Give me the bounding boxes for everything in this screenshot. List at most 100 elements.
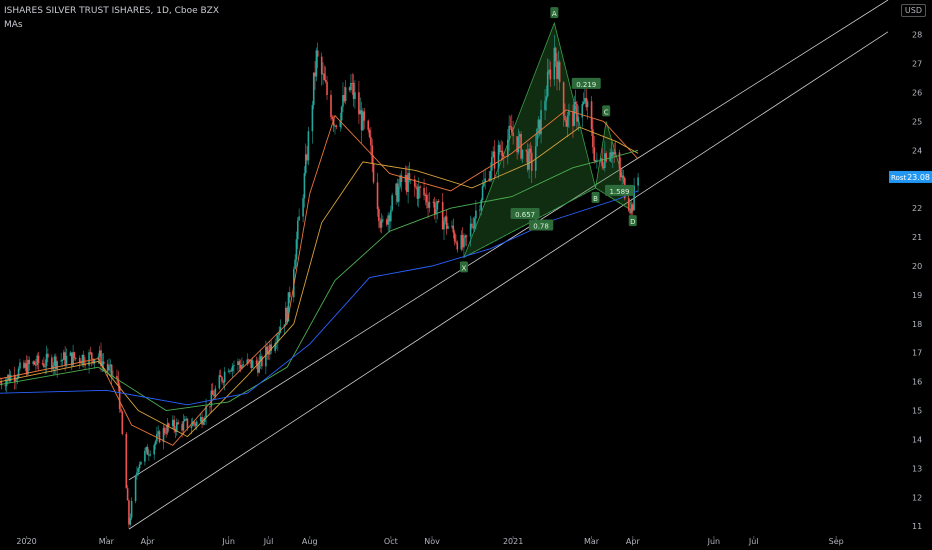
candle-body [186, 418, 189, 429]
candle-body [5, 379, 8, 386]
candle-body [473, 218, 476, 229]
candle-body [304, 154, 307, 174]
candle-body [324, 79, 327, 82]
candle-body [348, 87, 351, 91]
candle-body [343, 95, 346, 102]
pattern-point-label: A [552, 10, 557, 18]
candle-body [501, 150, 504, 156]
candle-body [241, 364, 243, 369]
candle-body [295, 239, 298, 260]
pattern-ratio-badge [604, 184, 634, 196]
candle-body [548, 69, 550, 72]
candle-body [461, 234, 464, 248]
candle-body [419, 186, 421, 188]
candle-body [193, 421, 195, 424]
candle-body [417, 186, 420, 199]
candle-body [154, 441, 157, 446]
candle-body [238, 361, 241, 365]
candle-body [109, 364, 112, 367]
candle-body [213, 394, 215, 397]
candle-body [92, 358, 94, 364]
candle-body [209, 406, 211, 408]
candle-body [117, 378, 120, 386]
candle-body [386, 219, 388, 225]
candle-body [60, 360, 62, 362]
candle-body [27, 359, 29, 375]
candle-body [558, 61, 561, 83]
candle-body [4, 385, 7, 387]
y-tick-label: 28 [912, 31, 922, 40]
candle-body [469, 223, 472, 237]
candle-body [489, 170, 492, 181]
candle-body [128, 500, 130, 525]
candle-body [19, 362, 21, 369]
candle-body [323, 73, 326, 80]
candle-body [627, 198, 630, 211]
candle-body [44, 366, 46, 368]
candle-body [81, 354, 84, 364]
candle-body [577, 117, 580, 122]
candle-body [201, 417, 203, 425]
candle-body [363, 111, 366, 121]
candle-body [286, 307, 288, 322]
candle-body [130, 501, 133, 518]
y-tick-label: 14 [912, 435, 922, 444]
candle-body [331, 117, 334, 120]
candle-body [250, 359, 253, 369]
x-tick-label: Apr [141, 537, 156, 546]
candle-body [601, 158, 603, 167]
candle-body [604, 153, 606, 169]
candle-body [157, 431, 159, 434]
pattern-point-badge [550, 7, 559, 19]
candle-body [25, 363, 28, 375]
candle-body [433, 202, 436, 215]
candle-body [391, 195, 393, 211]
candle-body [483, 182, 485, 187]
candle-body [378, 208, 380, 222]
candle-body [456, 242, 459, 250]
candle-body [453, 232, 456, 242]
indicator-label[interactable]: MAs [4, 20, 23, 30]
candle-body [415, 186, 417, 188]
candle-body [277, 335, 279, 343]
candle-body [153, 445, 156, 455]
pattern-ratio-badge [510, 207, 540, 219]
candle-body [78, 357, 81, 363]
candle-body [637, 177, 639, 186]
candle-body [88, 352, 90, 366]
candle-body [261, 356, 263, 367]
candle-body [303, 173, 306, 199]
candle-body [41, 363, 44, 365]
candle-body [35, 364, 37, 366]
candle-body [557, 61, 560, 79]
candle-body [221, 377, 223, 382]
y-tick-label: 22 [912, 204, 922, 213]
candle-body [53, 356, 56, 366]
x-tick-label: Apr [626, 537, 641, 546]
candle-body [89, 352, 92, 354]
candle-body [444, 216, 447, 221]
y-tick-label: 11 [912, 522, 922, 531]
candle-body [257, 364, 259, 373]
candle-body [451, 225, 453, 227]
candle-body [423, 187, 425, 196]
candle-body [168, 423, 170, 427]
candle-body [404, 174, 407, 183]
candle-body [387, 215, 389, 225]
candle-body [499, 144, 501, 152]
x-tick-label: Mar [584, 537, 600, 546]
candle-body [210, 390, 213, 407]
x-tick-label: Jun [707, 537, 721, 546]
candle-body [118, 385, 121, 410]
candle-body [618, 152, 621, 169]
candle-body [553, 47, 556, 80]
currency-badge[interactable]: USD [900, 4, 926, 17]
candle-body [525, 149, 528, 152]
candle-body [390, 210, 392, 222]
y-tick-label: 19 [912, 291, 922, 300]
candle-body [621, 175, 623, 178]
candle-body [101, 361, 104, 367]
candle-body [436, 200, 439, 210]
candle-body [106, 364, 109, 371]
